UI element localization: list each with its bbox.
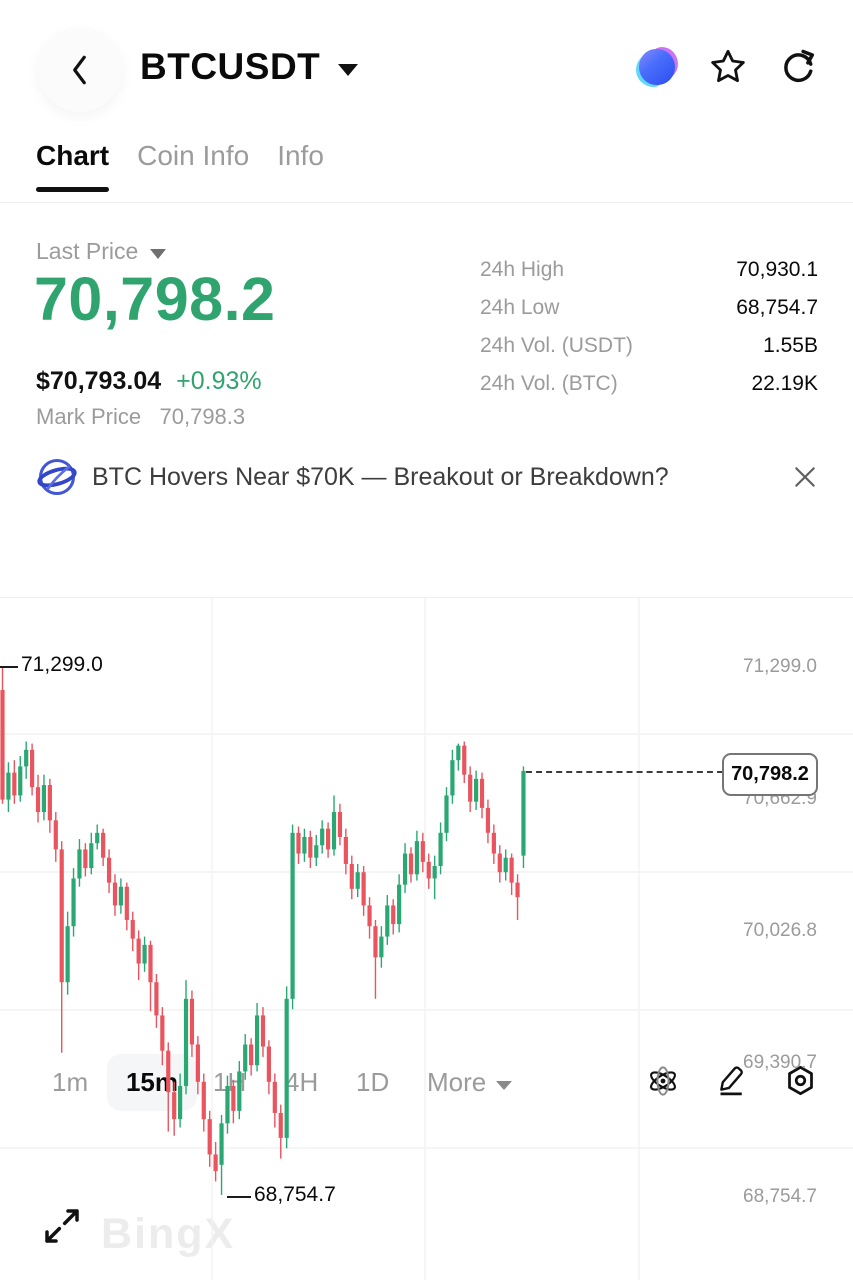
indicators-button[interactable]	[646, 1064, 680, 1098]
share-button[interactable]	[778, 46, 820, 88]
chart-settings-icon	[788, 1065, 813, 1096]
timeframe-1m[interactable]: 1m	[52, 1067, 89, 1097]
stat-label: 24h Vol. (USDT)	[480, 334, 633, 357]
chart-panel: BingX 71,299.0 70,662.9 70,026.8 69,390.…	[0, 598, 853, 1280]
draw-button[interactable]	[714, 1063, 748, 1097]
y-axis-label: 71,299.0	[743, 656, 817, 677]
mark-price-row: Mark Price 70,798.3	[36, 404, 245, 430]
mark-price-value: 70,798.3	[159, 404, 246, 429]
symbol-selector[interactable]: BTCUSDT	[140, 46, 359, 88]
tab-bar: Chart Coin Info Info	[36, 140, 324, 192]
timeframe-4h[interactable]: 4H	[285, 1067, 319, 1097]
close-icon	[795, 467, 815, 487]
tab-coin-info[interactable]: Coin Info	[137, 140, 250, 171]
stat-row-low: 24h Low 68,754.7	[480, 289, 818, 327]
stat-row-high: 24h High 70,930.1	[480, 251, 818, 289]
share-icon	[784, 49, 815, 82]
y-axis-label: 68,754.7	[743, 1186, 817, 1207]
change-percent: +0.93%	[176, 367, 262, 395]
expand-icon	[45, 1209, 79, 1243]
news-headline: BTC Hovers Near $70K — Breakout or Break…	[92, 462, 669, 491]
draw-pencil-icon	[720, 1066, 743, 1096]
current-price-tag: 70,798.2	[722, 753, 818, 796]
indicators-atom-icon	[650, 1066, 676, 1096]
news-globe-icon	[37, 458, 77, 496]
news-banner[interactable]: BTC Hovers Near $70K — Breakout or Break…	[34, 448, 820, 506]
banner-close-button[interactable]	[790, 462, 820, 492]
y-axis-label: 70,026.8	[743, 920, 817, 941]
stat-row-vol-usdt: 24h Vol. (USDT) 1.55B	[480, 327, 818, 365]
stat-row-vol-btc: 24h Vol. (BTC) 22.19K	[480, 365, 818, 403]
back-button[interactable]	[38, 28, 122, 112]
tabs-divider	[0, 202, 853, 203]
mark-price-label: Mark Price	[36, 404, 142, 429]
favorite-star-icon	[711, 49, 745, 83]
tab-chart[interactable]: Chart	[36, 140, 109, 192]
last-price-caret-icon	[150, 248, 167, 259]
usd-price-row: $70,793.04 +0.93%	[36, 367, 262, 396]
tab-info[interactable]: Info	[277, 140, 324, 171]
timeframe-bar: 1m 15m 1H 4H 1D More	[0, 526, 853, 1111]
more-caret-icon	[496, 1080, 513, 1090]
chart-settings-button[interactable]	[784, 1064, 818, 1098]
stat-value: 70,930.1	[736, 258, 818, 281]
low-marker-line	[227, 1196, 251, 1198]
timeframe-1d[interactable]: 1D	[356, 1067, 390, 1097]
stat-label: 24h Vol. (BTC)	[480, 372, 618, 395]
timeframe-more-label: More	[427, 1067, 487, 1097]
stat-label: 24h High	[480, 258, 565, 281]
y-axis-label: 69,390.7	[743, 1052, 817, 1073]
current-price-dash-line	[526, 771, 723, 773]
favorite-button[interactable]	[707, 46, 749, 88]
ai-assistant-icon	[636, 45, 678, 89]
last-price-value: 70,798.2	[34, 265, 276, 333]
last-price-label: Last Price	[36, 238, 139, 264]
stats-panel: 24h High 70,930.1 24h Low 68,754.7 24h V…	[480, 251, 818, 403]
high-marker-line	[0, 666, 18, 668]
expand-chart-button[interactable]	[42, 1206, 82, 1246]
symbol-caret-icon	[338, 64, 359, 76]
page-title: BTCUSDT	[140, 46, 321, 87]
timeframe-divider	[0, 597, 853, 598]
last-price-selector[interactable]: Last Price	[36, 238, 167, 265]
candlestick-chart[interactable]	[0, 598, 853, 1280]
low-marker-value: 68,754.7	[254, 1183, 336, 1206]
exchange-watermark: BingX	[101, 1210, 236, 1258]
timeframe-more[interactable]: More	[427, 1067, 513, 1098]
usd-price: $70,793.04	[36, 367, 162, 395]
stat-value: 22.19K	[751, 372, 818, 395]
high-marker-value: 71,299.0	[21, 653, 103, 676]
stat-value: 68,754.7	[736, 296, 818, 319]
stat-label: 24h Low	[480, 296, 560, 319]
stat-value: 1.55B	[763, 334, 818, 357]
back-chevron-icon	[73, 55, 86, 85]
ai-assistant-button[interactable]	[636, 46, 678, 88]
